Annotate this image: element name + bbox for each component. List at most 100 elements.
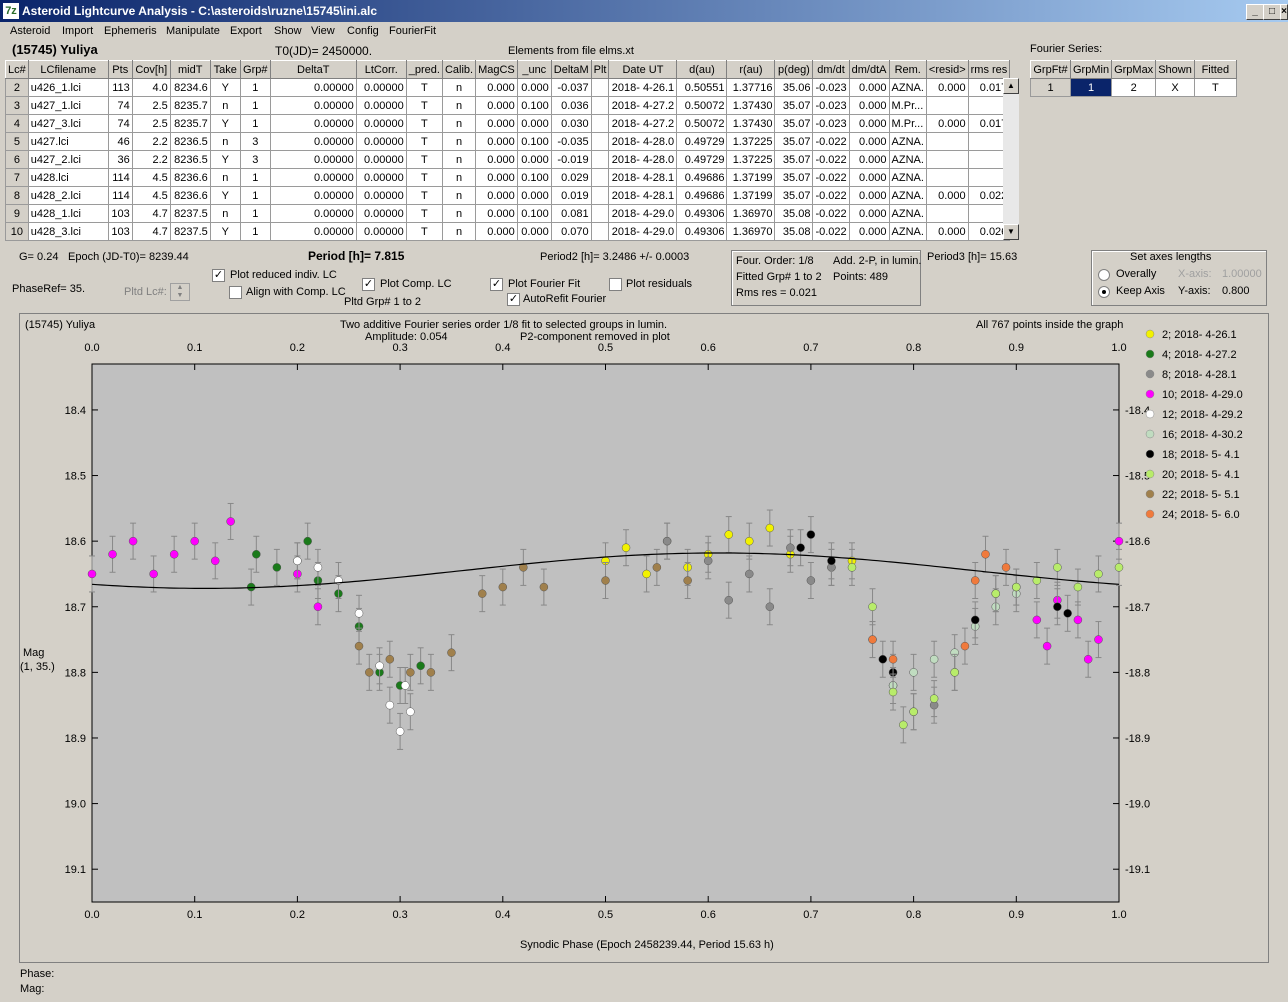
x-axis-value[interactable]: 1.00000 <box>1222 268 1262 280</box>
table-cell[interactable]: 8235.7 <box>169 96 211 115</box>
table-cell[interactable]: 0.029 <box>550 168 592 187</box>
table-cell[interactable]: T <box>405 78 443 97</box>
table-cell[interactable]: u427_2.lci <box>27 150 109 169</box>
table-cell[interactable]: 35.06 <box>774 78 814 97</box>
table-cell[interactable]: 0.000 <box>475 114 518 133</box>
table-cell[interactable]: T <box>405 114 443 133</box>
table-cell[interactable]: T <box>405 168 443 187</box>
table-cell[interactable]: 0.000 <box>475 150 518 169</box>
table-cell[interactable]: AZNA. <box>888 204 927 223</box>
table-cell[interactable]: 1.37225 <box>726 132 776 151</box>
table-cell[interactable]: -0.022 <box>812 150 850 169</box>
table-cell[interactable]: 0.000 <box>925 186 969 205</box>
autorefit-checkbox[interactable]: ✓ <box>507 293 520 306</box>
minimize-button[interactable]: _ <box>1246 4 1264 20</box>
table-cell[interactable]: 0.100 <box>516 168 552 187</box>
table-cell[interactable]: 0.00000 <box>355 186 407 205</box>
table-cell[interactable] <box>590 150 610 169</box>
table-cell[interactable] <box>590 186 610 205</box>
table-cell[interactable]: -0.022 <box>812 222 850 241</box>
table-cell[interactable]: 0.49306 <box>676 222 728 241</box>
keep-axis-radio[interactable] <box>1098 286 1110 298</box>
column-header[interactable]: Take <box>209 60 241 79</box>
column-header[interactable]: MagCS <box>475 60 518 79</box>
table-cell[interactable]: 0.49729 <box>676 150 728 169</box>
table-cell[interactable]: 0.000 <box>475 96 518 115</box>
menu-fourierfit[interactable]: FourierFit <box>389 25 437 37</box>
column-header[interactable]: rms res <box>967 60 1011 79</box>
table-cell[interactable]: 3 <box>239 150 271 169</box>
table-cell[interactable]: 0.00000 <box>269 114 357 133</box>
column-header[interactable]: <resid> <box>925 60 969 79</box>
table-cell[interactable]: 0.100 <box>516 96 552 115</box>
row-number[interactable]: 2 <box>5 78 29 97</box>
plot-comp-checkbox[interactable]: ✓ <box>362 278 375 291</box>
column-header[interactable]: Pts <box>107 60 133 79</box>
table-cell[interactable]: 0.00000 <box>355 204 407 223</box>
table-cell[interactable]: 1.37199 <box>726 168 776 187</box>
table-cell[interactable]: 0.070 <box>550 222 592 241</box>
table-cell[interactable]: AZNA. <box>888 150 927 169</box>
table-cell[interactable]: 0.50072 <box>676 96 728 115</box>
table-cell[interactable]: 0.000 <box>925 78 969 97</box>
table-cell[interactable]: 36 <box>107 150 133 169</box>
align-checkbox[interactable] <box>229 286 242 299</box>
table-cell[interactable]: 103 <box>107 222 133 241</box>
table-cell[interactable]: -0.037 <box>550 78 592 97</box>
table-cell[interactable] <box>590 168 610 187</box>
table-cell[interactable]: 35.07 <box>774 168 814 187</box>
table-cell[interactable]: 35.07 <box>774 150 814 169</box>
table-cell[interactable]: 0.000 <box>848 222 890 241</box>
table-cell[interactable]: 2.2 <box>131 150 171 169</box>
table-cell[interactable]: 0.026 <box>967 222 1011 241</box>
column-header[interactable]: DeltaM <box>550 60 592 79</box>
table-cell[interactable]: 2018- 4-27.2 <box>608 96 678 115</box>
table-cell[interactable]: 0.000 <box>475 204 518 223</box>
table-cell[interactable]: 4.5 <box>131 168 171 187</box>
table-cell[interactable]: -0.022 <box>812 168 850 187</box>
table-cell[interactable]: 1 <box>239 96 271 115</box>
table-cell[interactable]: 0.00000 <box>269 222 357 241</box>
table-cell[interactable]: AZNA. <box>888 186 927 205</box>
table-cell[interactable]: -0.035 <box>550 132 592 151</box>
close-button[interactable]: × <box>1280 4 1288 20</box>
table-cell[interactable] <box>925 96 969 115</box>
row-number[interactable]: 8 <box>5 186 29 205</box>
table-cell[interactable]: 2018- 4-28.0 <box>608 150 678 169</box>
table-cell[interactable]: 2018- 4-28.1 <box>608 168 678 187</box>
table-cell[interactable]: 2018- 4-29.0 <box>608 204 678 223</box>
table-cell[interactable]: n <box>209 96 241 115</box>
menu-manipulate[interactable]: Manipulate <box>166 25 220 37</box>
table-cell[interactable]: 0.00000 <box>355 96 407 115</box>
table-cell[interactable] <box>590 204 610 223</box>
table-cell[interactable]: u426_1.lci <box>27 78 109 97</box>
column-header[interactable]: p(deg) <box>774 60 814 79</box>
table-cell[interactable]: 1 <box>239 114 271 133</box>
plot-reduced-checkbox[interactable]: ✓ <box>212 269 225 282</box>
table-cell[interactable]: 0.000 <box>848 168 890 187</box>
table-cell[interactable] <box>925 204 969 223</box>
table-cell[interactable]: n <box>441 132 477 151</box>
table-cell[interactable]: 0.000 <box>848 96 890 115</box>
table-cell[interactable]: Y <box>209 186 241 205</box>
table-cell[interactable]: 2.5 <box>131 114 171 133</box>
table-row[interactable]: 9 u428_1.lci 103 4.7 8237.5 n 1 0.00000 0.00000 T… <box>5 204 1011 223</box>
table-cell[interactable]: 0.00000 <box>355 222 407 241</box>
table-cell[interactable]: 0.49729 <box>676 132 728 151</box>
table-cell[interactable]: 2018- 4-28.1 <box>608 186 678 205</box>
table-cell[interactable]: u427_1.lci <box>27 96 109 115</box>
table-cell[interactable]: 0.49686 <box>676 168 728 187</box>
column-header[interactable]: Date UT <box>608 60 678 79</box>
table-cell[interactable]: 0.00000 <box>269 204 357 223</box>
table-cell[interactable]: 0.000 <box>475 168 518 187</box>
table-cell[interactable]: u428_1.lci <box>27 204 109 223</box>
table-cell[interactable]: 1.36970 <box>726 204 776 223</box>
table-cell[interactable]: -0.023 <box>812 96 850 115</box>
table-cell[interactable]: 0.000 <box>925 222 969 241</box>
table-cell[interactable]: AZNA. <box>888 168 927 187</box>
menu-export[interactable]: Export <box>230 25 262 37</box>
column-header[interactable]: dm/dtA <box>848 60 890 79</box>
table-cell[interactable]: 0.000 <box>516 114 552 133</box>
